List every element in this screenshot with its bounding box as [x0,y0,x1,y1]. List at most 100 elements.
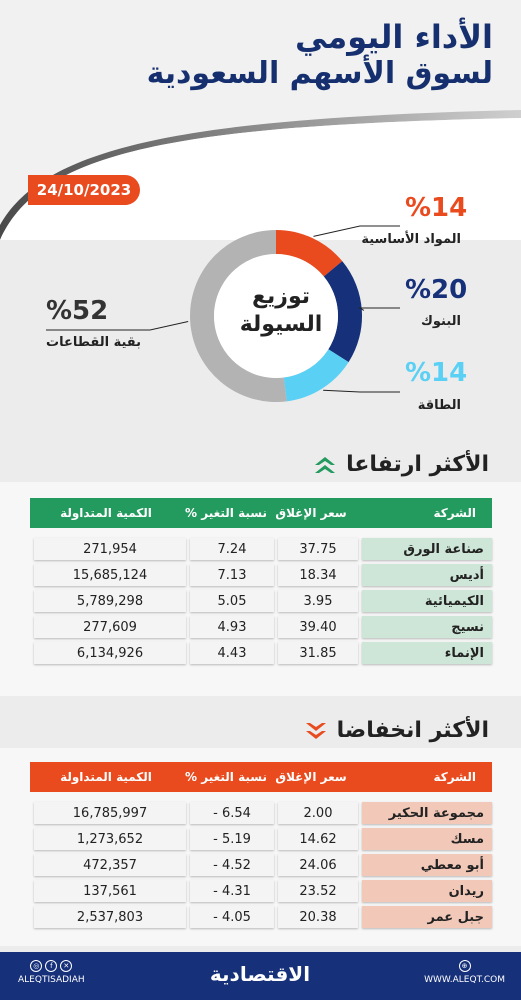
cell-volume: 472,357 [34,854,186,876]
footer-website: ⊕ WWW.ALEQT.COM [424,960,505,985]
cell-volume: 271,954 [34,538,186,560]
label-energy: الطاقة [417,398,461,413]
donut-slice-other [190,229,287,402]
cell-company: الكيميائية [362,590,492,612]
social-handle: ALEQTISADIAH [18,975,85,985]
donut-title-line2: السيولة [239,312,323,337]
cell-close: 39.40 [278,616,358,638]
losers-table: الشركة سعر الإغلاق نسبة التغير % الكمية … [30,762,492,932]
cell-volume: 2,537,803 [34,906,186,928]
pct-energy: %14 [405,358,468,388]
losers-title-text: الأكثر انخفاضا [336,718,489,743]
cell-company: مجموعة الحكير [362,802,492,824]
table-row: مجموعة الحكير 2.00 6.54 - 16,785,997 [30,802,492,824]
cell-volume: 137,561 [34,880,186,902]
cell-close: 3.95 [278,590,358,612]
cell-close: 37.75 [278,538,358,560]
cell-change: 4.43 [190,642,274,664]
cell-change: 5.05 [190,590,274,612]
donut-slice-banks [323,261,362,363]
losers-table-header: الشركة سعر الإغلاق نسبة التغير % الكمية … [30,762,492,792]
website-link[interactable]: WWW.ALEQT.COM [424,975,505,985]
donut-slice-energy [283,349,349,402]
liquidity-donut-chart [46,225,400,402]
gainers-title-text: الأكثر ارتفاعا [346,452,489,477]
header-company: الشركة [433,506,476,520]
cell-company: نسيج [362,616,492,638]
cell-change: 6.54 - [190,802,274,824]
header-swoosh [0,0,521,240]
cell-company: الإنماء [362,642,492,664]
cell-company: مسك [362,828,492,850]
leader-line-materials [313,225,400,237]
cell-change: 4.52 - [190,854,274,876]
globe-icon: ⊕ [458,960,471,972]
table-row: مسك 14.62 5.19 - 1,273,652 [30,828,492,850]
label-materials: المواد الأساسية [361,232,461,247]
cell-change: 7.13 [190,564,274,586]
cell-close: 2.00 [278,802,358,824]
leader-line-other [46,321,189,331]
x-icon[interactable]: ✕ [60,960,73,972]
label-banks: البنوك [420,314,461,329]
table-row: نسيج 39.40 4.93 277,609 [30,616,492,638]
page-title-line2: لسوق الأسهم السعودية [146,56,493,91]
cell-volume: 15,685,124 [34,564,186,586]
header-volume: الكمية المتداولة [60,506,152,520]
cell-volume: 1,273,652 [34,828,186,850]
header-close: سعر الإغلاق [275,506,347,520]
facebook-icon[interactable]: f [45,960,58,972]
double-up-arrow-icon [315,456,336,473]
pct-materials: %14 [405,193,468,223]
donut-slice-materials [276,230,343,277]
cell-company: صناعة الورق [362,538,492,560]
cell-change: 4.05 - [190,906,274,928]
cell-close: 20.38 [278,906,358,928]
footer-social: ◎ f ✕ ALEQTISADIAH [18,960,85,985]
cell-volume: 6,134,926 [34,642,186,664]
leader-line-energy [323,389,400,393]
gainers-title: الأكثر ارتفاعا [312,452,489,477]
donut-title-line1: توزيع [251,284,310,309]
cell-close: 14.62 [278,828,358,850]
table-row: ريدان 23.52 4.31 - 137,561 [30,880,492,902]
cell-company: أديس [362,564,492,586]
footer: ◎ f ✕ ALEQTISADIAH الاقتصادية ⊕ WWW.ALEQ… [0,952,521,1000]
header-change: نسبة التغير % [185,506,267,520]
header-close: سعر الإغلاق [275,770,347,784]
cell-company: أبو معطي [362,854,492,876]
cell-change: 5.19 - [190,828,274,850]
cell-close: 31.85 [278,642,358,664]
pct-other: %52 [46,296,109,326]
cell-volume: 5,789,298 [34,590,186,612]
gainers-table: الشركة سعر الإغلاق نسبة التغير % الكمية … [30,498,492,668]
cell-volume: 16,785,997 [34,802,186,824]
table-row: الإنماء 31.85 4.43 6,134,926 [30,642,492,664]
cell-company: ريدان [362,880,492,902]
cell-close: 18.34 [278,564,358,586]
gainers-table-header: الشركة سعر الإغلاق نسبة التغير % الكمية … [30,498,492,528]
header-volume: الكمية المتداولة [60,770,152,784]
footer-logo: الاقتصادية [209,962,311,986]
header-change: نسبة التغير % [185,770,267,784]
cell-change: 7.24 [190,538,274,560]
cell-change: 4.93 [190,616,274,638]
table-row: أديس 18.34 7.13 15,685,124 [30,564,492,586]
date-badge: 24/10/2023 [28,175,140,205]
header-company: الشركة [433,770,476,784]
cell-volume: 277,609 [34,616,186,638]
pct-banks: %20 [405,275,468,305]
donut-center-title: توزيع السيولة [236,283,326,339]
table-row: أبو معطي 24.06 4.52 - 472,357 [30,854,492,876]
losers-title: الأكثر انخفاضا [303,718,489,743]
table-row: صناعة الورق 37.75 7.24 271,954 [30,538,492,560]
cell-close: 24.06 [278,854,358,876]
cell-close: 23.52 [278,880,358,902]
leader-line-banks [358,307,400,311]
double-down-arrow-icon [305,722,326,739]
donut-hole [214,254,338,378]
label-other: بقية القطاعات [46,335,142,350]
cell-change: 4.31 - [190,880,274,902]
table-row: جبل عمر 20.38 4.05 - 2,537,803 [30,906,492,928]
instagram-icon[interactable]: ◎ [30,960,43,972]
